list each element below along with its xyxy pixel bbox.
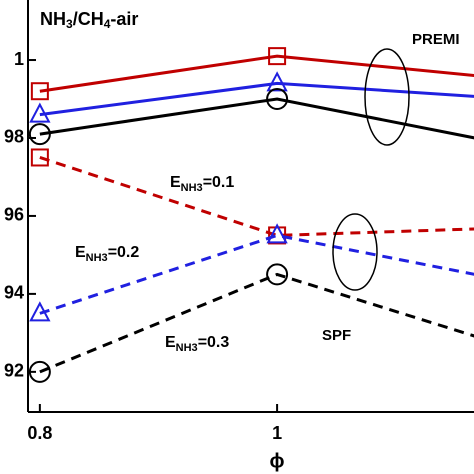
chart-title: NH3/CH4-air	[40, 9, 138, 31]
title-part: NH	[40, 9, 66, 29]
annotation-part: NH3	[181, 182, 203, 194]
annotation: PREMI	[412, 31, 460, 48]
x-tick-label: 1	[272, 423, 282, 443]
marker	[30, 82, 49, 101]
marker	[266, 71, 288, 92]
marker	[268, 47, 287, 66]
marker	[266, 223, 288, 244]
series-line	[39, 97, 474, 140]
annotation-part: E	[170, 174, 181, 191]
annotation: ENH3=0.1	[170, 174, 234, 194]
series-line	[39, 272, 474, 374]
title-part: /CH	[73, 9, 104, 29]
y-tick-label: 1	[14, 49, 24, 69]
annotation-part: =0.2	[108, 244, 140, 261]
x-tick-label: 0.8	[27, 423, 52, 443]
y-tick-label: 94	[4, 283, 24, 303]
title-part: 4	[104, 17, 111, 31]
marker	[29, 301, 51, 322]
annotation: SPF	[322, 327, 351, 344]
marker	[30, 148, 49, 167]
y-tick-label: 92	[4, 361, 24, 381]
marker	[29, 102, 51, 123]
series-line	[39, 81, 474, 117]
plot-area	[28, 47, 474, 383]
y-tick-label: 98	[4, 127, 24, 147]
premix-ellipse	[364, 48, 410, 146]
y-tick-label: 96	[4, 205, 24, 225]
annotation-part: E	[75, 244, 86, 261]
annotation-part: E	[165, 334, 176, 351]
series-line	[39, 233, 474, 315]
annotation-part: =0.1	[203, 174, 235, 191]
annotation-part: NH3	[86, 252, 108, 264]
series-line	[39, 156, 474, 237]
title-part: -air	[110, 9, 138, 29]
title-part: 3	[66, 17, 73, 31]
x-axis-label: ϕ	[270, 450, 285, 472]
marker	[28, 123, 51, 146]
marker	[266, 263, 289, 286]
annotation: ENH3=0.3	[165, 334, 229, 354]
marker	[266, 88, 289, 111]
annotation-part: =0.3	[198, 334, 230, 351]
annotation-part: NH3	[176, 342, 198, 354]
spf-ellipse	[332, 213, 378, 291]
series-line	[39, 54, 474, 93]
annotation: ENH3=0.2	[75, 244, 139, 264]
